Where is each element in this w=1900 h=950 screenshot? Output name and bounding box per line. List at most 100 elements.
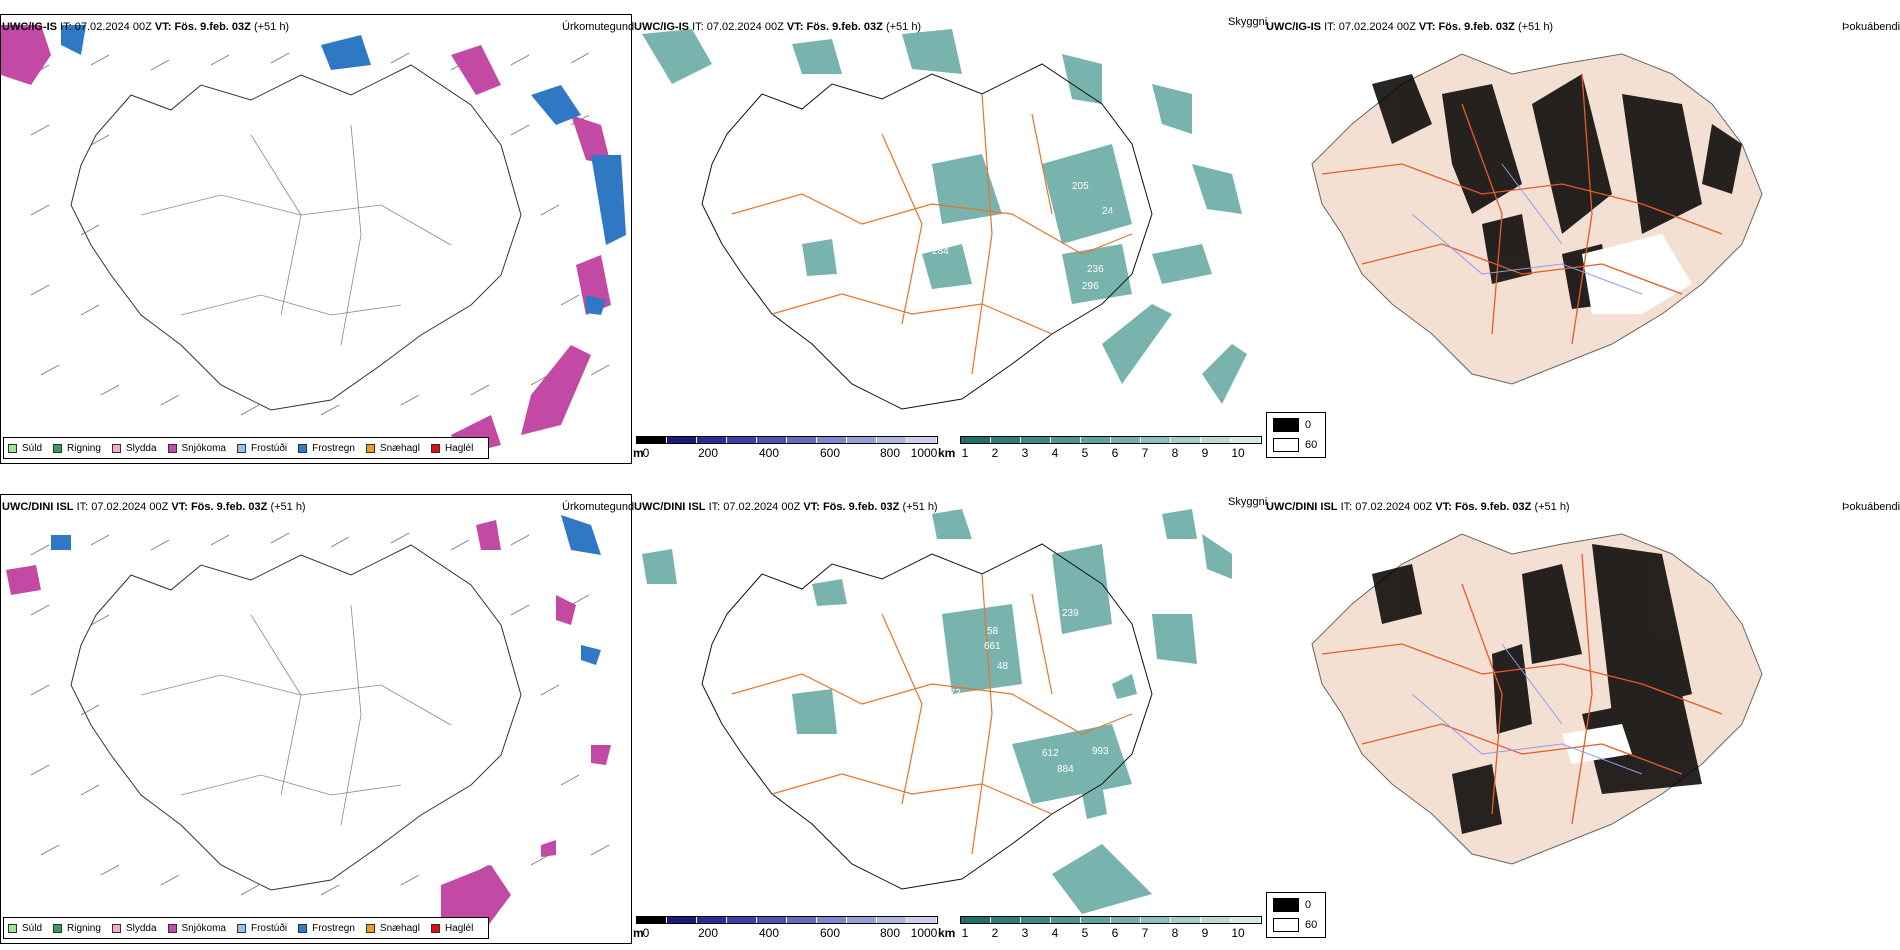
panel-variable-label: Úrkomutegund: [562, 21, 635, 33]
label: 68: [1122, 604, 1134, 615]
legend-item-drizzle: Súld: [8, 923, 42, 934]
visibility-areas: [642, 29, 1247, 404]
label: 58: [987, 626, 999, 637]
legend-swatch: [53, 923, 63, 933]
roads: [731, 93, 1133, 375]
precip-type-panel-ig: Súld Rigning Slydda Snjókoma Frostúði Fr…: [0, 14, 632, 464]
cloud-base-map-dini: 58 661 48 472 239 68 612 884 993 75: [642, 509, 1232, 914]
legend-swatch: [167, 923, 177, 933]
legend-swatch: [236, 923, 246, 933]
label: 472: [944, 688, 961, 699]
legend-item-freezing-rain: Frostregn: [298, 923, 355, 934]
label: 296: [1082, 281, 1099, 292]
cloud-base-panel-dini: 58 661 48 472 239 68 612 884 993 75: [632, 494, 1262, 944]
legend-swatch: [430, 443, 440, 453]
label: 284: [932, 246, 949, 257]
panel-title: UWC/IG-IS IT: 07.02.2024 00Z VT: Fös. 9.…: [2, 21, 290, 33]
label: 61: [1137, 206, 1149, 217]
iceland-outline: [701, 543, 1153, 890]
wind-barbs: [30, 532, 610, 896]
freezing-rain-areas: [61, 25, 626, 315]
legend-swatch: [53, 443, 63, 453]
fog-map-ig: [1311, 53, 1763, 385]
label: 993: [1092, 746, 1109, 757]
label: 205: [1072, 181, 1089, 192]
legend-item-freezing-rain: Frostregn: [298, 443, 355, 454]
label: 24: [1102, 206, 1114, 217]
legend-swatch: [167, 443, 177, 453]
row-dini-isl: Súld Rigning Slydda Snjókoma Frostúði Fr…: [0, 480, 1900, 950]
rivers: [1411, 643, 1643, 775]
legend-item-snow: Snjókoma: [167, 923, 226, 934]
panel-title: UWC/DINI ISL IT: 07.02.2024 00Z VT: Fös.…: [634, 501, 938, 513]
legend-swatch: [111, 443, 121, 453]
legend-swatch: [111, 923, 121, 933]
fog-legend: 0 60: [1266, 892, 1326, 938]
panel-title: UWC/DINI ISL IT: 07.02.2024 00Z VT: Fös.…: [2, 501, 306, 513]
cloud-base-labels: 97 284 205 24 61 296 97 236 24: [932, 146, 1149, 297]
roads: [140, 124, 452, 346]
legend-swatch: [298, 923, 308, 933]
fog-areas: [1372, 74, 1742, 309]
legend-item-hail: Haglél: [430, 443, 473, 454]
legend-swatch: [8, 923, 17, 933]
label: 236: [1087, 264, 1104, 275]
legend-swatch: [365, 923, 375, 933]
panel-variable-label: Þokuábendi: [1842, 501, 1900, 513]
legend-item-snow-pellets: Snæhagl: [365, 443, 420, 454]
fog-legend: 0 60: [1266, 412, 1326, 458]
label: 97: [1032, 286, 1044, 297]
precip-type-legend: Súld Rigning Slydda Snjókoma Frostúði Fr…: [3, 917, 490, 939]
legend-swatch: [236, 443, 246, 453]
snow-white-area: [1582, 234, 1692, 314]
cloud-base-panel-ig: 97 284 205 24 61 296 97 236 24: [632, 14, 1262, 464]
legend-item-sleet: Slydda: [111, 923, 157, 934]
precip-map-ig: [1, 25, 626, 455]
legend-item-rain: Rigning: [53, 443, 101, 454]
cloud-base-map-ig: 97 284 205 24 61 296 97 236 24: [642, 29, 1247, 410]
label: 661: [984, 641, 1001, 652]
freezing-rain-areas: [51, 515, 601, 665]
label: 48: [997, 661, 1009, 672]
precip-type-legend: Súld Rigning Slydda Snjókoma Frostúði Fr…: [3, 437, 490, 459]
rivers: [1411, 163, 1643, 295]
roads: [1321, 73, 1723, 345]
legend-swatch: [8, 443, 17, 453]
panel-variable-label: Skyggni: [1228, 496, 1268, 508]
snow-areas: [6, 520, 611, 935]
cloud-base-colorbar: 0 200 400 600 800 1000 m: [633, 916, 938, 940]
visibility-areas: [642, 509, 1232, 914]
visibility-colorbar: 1 2 3 4 5 6 7 8 9 10 km: [938, 436, 1262, 460]
legend-item-sleet: Slydda: [111, 443, 157, 454]
roads: [140, 604, 452, 826]
label: 884: [1057, 764, 1074, 775]
precip-type-panel-dini: Súld Rigning Slydda Snjókoma Frostúði Fr…: [0, 494, 632, 944]
label: 97: [1062, 146, 1074, 157]
panel-variable-label: Skyggni: [1228, 16, 1268, 28]
panel-title: UWC/IG-IS IT: 07.02.2024 00Z VT: Fös. 9.…: [634, 21, 922, 33]
fog-areas: [1372, 544, 1702, 834]
iceland-outline: [70, 64, 522, 411]
roads: [731, 573, 1133, 855]
label: 239: [1062, 608, 1079, 619]
label: 75: [932, 841, 944, 852]
panel-title: UWC/IG-IS IT: 07.02.2024 00Z VT: Fös. 9.…: [1266, 21, 1554, 33]
label: 24: [1117, 156, 1129, 167]
snow-areas: [1, 25, 611, 455]
fog-indicator-panel-ig: [1262, 14, 1900, 464]
legend-item-snow: Snjókoma: [167, 443, 226, 454]
legend-item-snow-pellets: Snæhagl: [365, 923, 420, 934]
panel-variable-label: Úrkomutegund: [562, 501, 635, 513]
row-ig-is: Súld Rigning Slydda Snjókoma Frostúði Fr…: [0, 0, 1900, 470]
precip-map-dini: [6, 515, 611, 935]
legend-item-drizzle: Súld: [8, 443, 42, 454]
cloud-base-colorbar: 0 200 400 600 800 1000 m: [633, 436, 938, 460]
visibility-colorbar: 1 2 3 4 5 6 7 8 9 10 km: [938, 916, 1262, 940]
cloud-base-labels: 58 661 48 472 239 68 612 884 993 75: [932, 604, 1134, 852]
label: 612: [1042, 748, 1059, 759]
fog-map-dini: [1311, 533, 1763, 865]
panel-title: UWC/DINI ISL IT: 07.02.2024 00Z VT: Fös.…: [1266, 501, 1570, 513]
iceland-outline: [70, 544, 522, 891]
iceland-outline: [701, 63, 1153, 410]
legend-item-rain: Rigning: [53, 923, 101, 934]
